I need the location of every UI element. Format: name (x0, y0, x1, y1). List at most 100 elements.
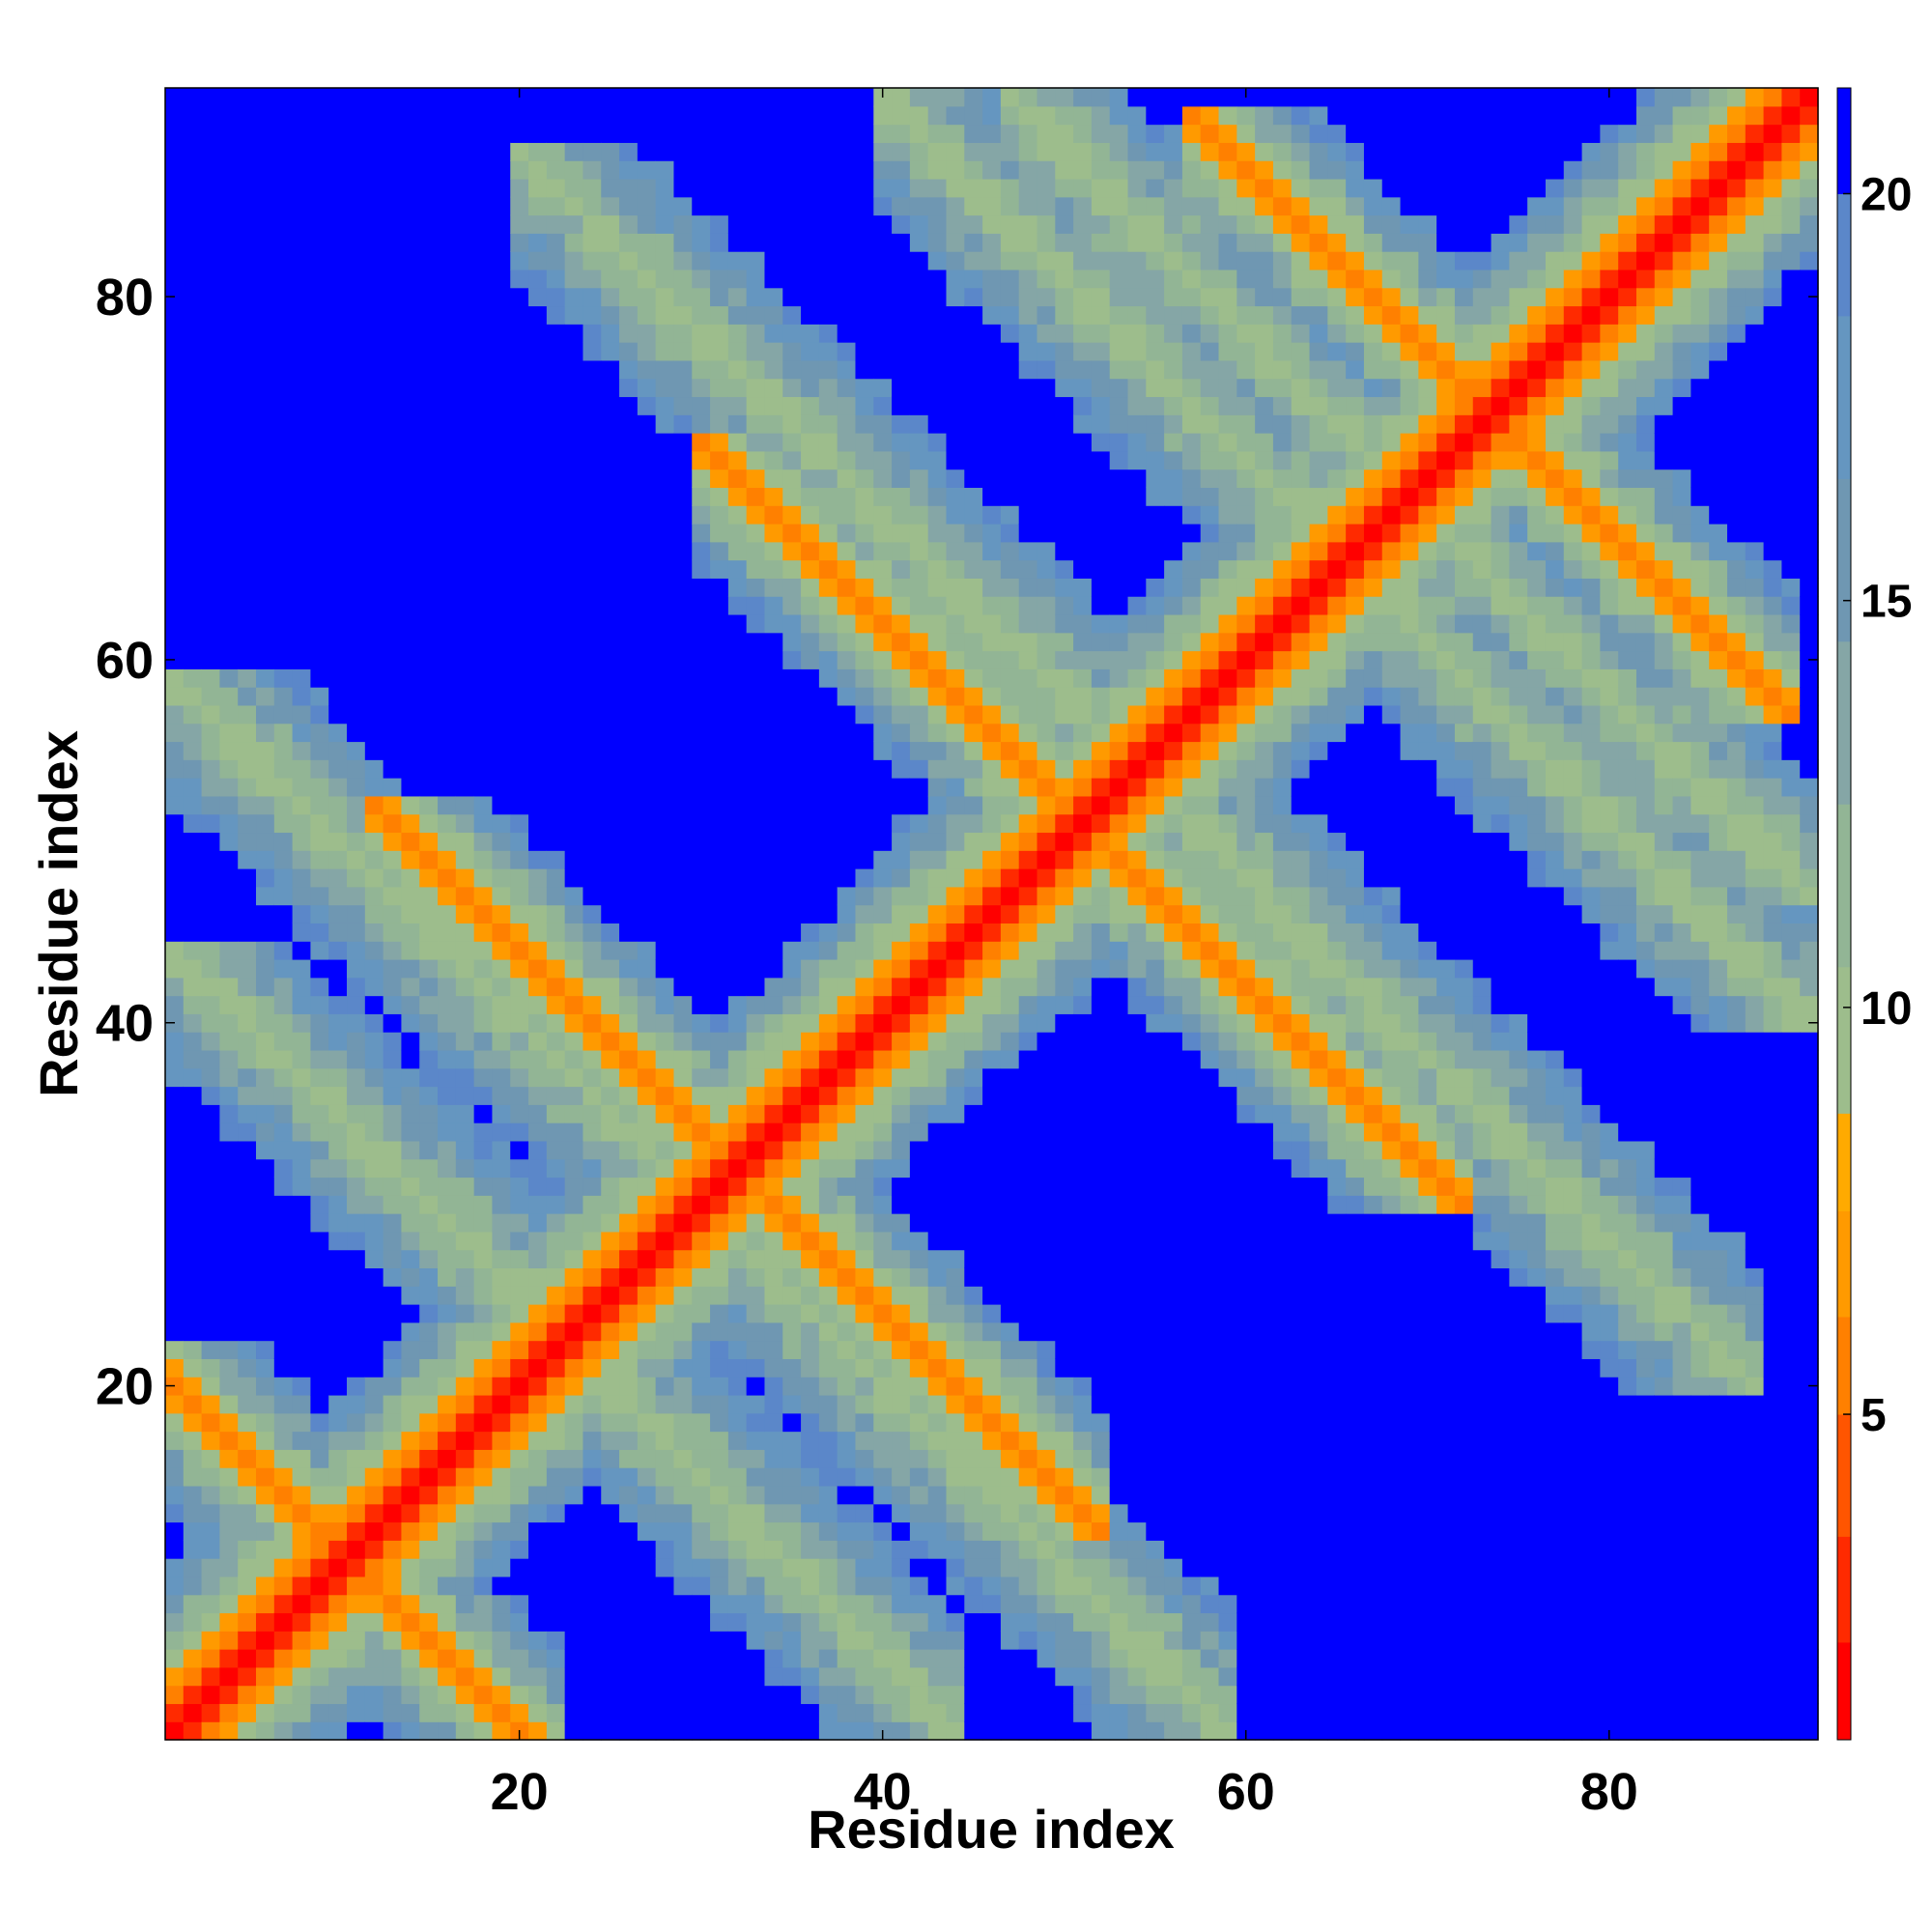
heatmap-cell (873, 469, 893, 489)
heatmap-cell (546, 1358, 566, 1378)
heatmap-cell (1146, 813, 1165, 834)
heatmap-cell (165, 759, 185, 779)
heatmap-cell (710, 1394, 729, 1414)
heatmap-cell (1055, 1377, 1074, 1396)
heatmap-cell (818, 578, 838, 597)
heatmap-cell (455, 142, 475, 161)
heatmap-cell (473, 414, 494, 434)
heatmap-cell (655, 832, 675, 851)
heatmap-cell (964, 269, 983, 289)
heatmap-cell (818, 995, 838, 1014)
heatmap-cell (637, 1231, 657, 1251)
heatmap-cell (383, 1485, 403, 1505)
heatmap-cell (201, 668, 220, 688)
heatmap-cell (927, 233, 948, 252)
heatmap-cell (1127, 287, 1147, 307)
heatmap-cell (383, 414, 403, 434)
heatmap-cell (1073, 1013, 1093, 1033)
heatmap-cell (582, 105, 602, 126)
heatmap-cell (873, 196, 893, 216)
heatmap-cell (292, 523, 312, 543)
heatmap-cell (347, 269, 366, 289)
heatmap-cell (165, 1431, 185, 1450)
heatmap-cell (710, 1449, 729, 1468)
heatmap-cell (873, 160, 893, 180)
heatmap-cell (383, 324, 403, 343)
heatmap-cell (727, 1086, 748, 1105)
heatmap-cell (1037, 196, 1056, 216)
heatmap-cell (347, 1485, 366, 1505)
heatmap-cell (347, 1649, 366, 1668)
heatmap-cell (764, 487, 783, 506)
heatmap-cell (438, 1177, 457, 1196)
heatmap-cell (710, 1485, 729, 1505)
heatmap-cell (1091, 977, 1111, 997)
heatmap-cells (165, 88, 1819, 1741)
heatmap-cell (510, 269, 529, 289)
heatmap-cell (855, 251, 874, 270)
heatmap-cell (1000, 342, 1020, 361)
heatmap-cell (1037, 1576, 1056, 1596)
heatmap-cell (1073, 1485, 1093, 1505)
heatmap-cell (801, 559, 820, 579)
heatmap-cell (673, 977, 693, 997)
heatmap-cell (782, 378, 802, 398)
heatmap-cell (982, 1721, 1002, 1741)
heatmap-cell (1127, 214, 1147, 234)
heatmap-cell (165, 105, 185, 126)
heatmap-cell (964, 1195, 983, 1214)
heatmap-cell (1000, 105, 1020, 126)
heatmap-cell (310, 233, 329, 252)
heatmap-cell (909, 650, 929, 669)
heatmap-cell (837, 1358, 857, 1378)
heatmap-cell (764, 795, 783, 815)
heatmap-cell (473, 1231, 494, 1251)
heatmap-cell (855, 1631, 874, 1650)
heatmap-cell (256, 523, 275, 543)
heatmap-cell (964, 778, 983, 797)
heatmap-cell (601, 1213, 620, 1233)
heatmap-cell (710, 596, 729, 615)
heatmap-cell (273, 687, 294, 706)
heatmap-cell (637, 1721, 657, 1741)
heatmap-cell (1037, 1721, 1056, 1741)
heatmap-cell (710, 941, 729, 960)
heatmap-cell (273, 1340, 294, 1359)
heatmap-cell (873, 1122, 893, 1142)
heatmap-cell (201, 378, 220, 398)
heatmap-cell (801, 124, 820, 143)
heatmap-cell (310, 1049, 329, 1069)
heatmap-cell (492, 995, 511, 1014)
heatmap-cell (637, 958, 657, 979)
heatmap-cell (855, 578, 874, 597)
heatmap-cell (927, 251, 948, 270)
heatmap-cell (582, 214, 602, 234)
heatmap-cell (273, 1049, 294, 1069)
heatmap-cell (256, 1576, 275, 1596)
heatmap-cell (909, 1049, 929, 1069)
heatmap-cell (273, 414, 294, 434)
heatmap-cell (1037, 1540, 1056, 1559)
heatmap-cell (347, 1177, 366, 1196)
heatmap-cell (364, 778, 384, 797)
heatmap-cell (909, 1649, 929, 1668)
heatmap-cell (292, 1612, 312, 1632)
heatmap-cell (1091, 1467, 1111, 1487)
heatmap-cell (710, 487, 729, 506)
heatmap-cell (364, 1321, 384, 1342)
heatmap-cell (383, 105, 403, 126)
heatmap-cell (347, 1104, 366, 1123)
heatmap-cell (1127, 160, 1147, 180)
heatmap-cell (219, 541, 239, 561)
heatmap-cell (1073, 1521, 1093, 1541)
heatmap-cell (746, 1213, 766, 1233)
heatmap-cell (1037, 687, 1056, 706)
heatmap-cell (1146, 1521, 1165, 1541)
heatmap-cell (782, 487, 802, 506)
heatmap-cell (455, 741, 475, 760)
heatmap-cell (183, 160, 203, 180)
heatmap-cell (438, 650, 457, 669)
heatmap-cell (818, 941, 838, 960)
heatmap-cell (801, 668, 820, 688)
heatmap-cell (601, 741, 620, 760)
